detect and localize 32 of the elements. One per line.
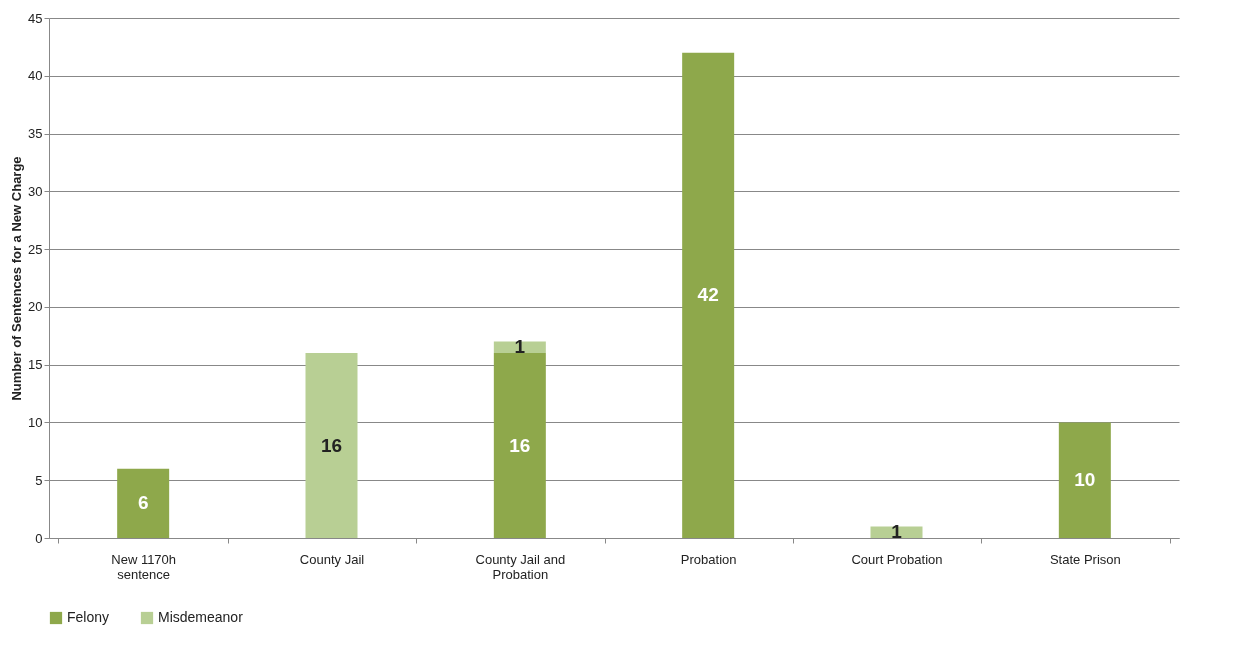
y-tick-label: 35 <box>28 126 43 142</box>
y-tick-label: 20 <box>28 299 43 315</box>
data-label: 16 <box>509 434 531 456</box>
y-tick-label: 15 <box>28 357 43 373</box>
data-label: 42 <box>697 284 719 306</box>
bar <box>493 353 546 538</box>
x-tick-label: State Prison <box>1049 551 1121 567</box>
y-axis-title: Number of Sentences for a New Charge <box>9 156 25 401</box>
bar <box>305 353 358 538</box>
x-tick-label: Probation <box>680 551 737 567</box>
y-tick-label: 25 <box>28 241 43 257</box>
x-tick-label: County Jail and Probation <box>475 551 566 582</box>
bar <box>117 468 170 538</box>
legend-label: Misdemeanor <box>158 609 244 625</box>
data-label: 6 <box>137 492 149 514</box>
legend-label: Felony <box>67 609 110 625</box>
bar <box>870 526 923 538</box>
data-label: 10 <box>1074 469 1096 491</box>
data-label: 1 <box>891 521 903 543</box>
x-tick-label: County Jail <box>299 551 365 567</box>
y-tick-label: 40 <box>28 68 43 84</box>
data-label: 1 <box>514 336 526 358</box>
y-tick-label: 5 <box>35 472 43 488</box>
bar <box>1058 422 1111 538</box>
x-tick-label: Court Probation <box>851 551 943 567</box>
y-tick-label: 45 <box>28 10 43 26</box>
y-tick-label: 30 <box>28 183 43 199</box>
y-tick-label: 0 <box>35 530 43 546</box>
bar <box>682 52 735 538</box>
x-tick-label: New 1170h sentence <box>111 551 177 582</box>
y-tick-label: 10 <box>28 414 43 430</box>
data-label: 16 <box>320 434 343 456</box>
